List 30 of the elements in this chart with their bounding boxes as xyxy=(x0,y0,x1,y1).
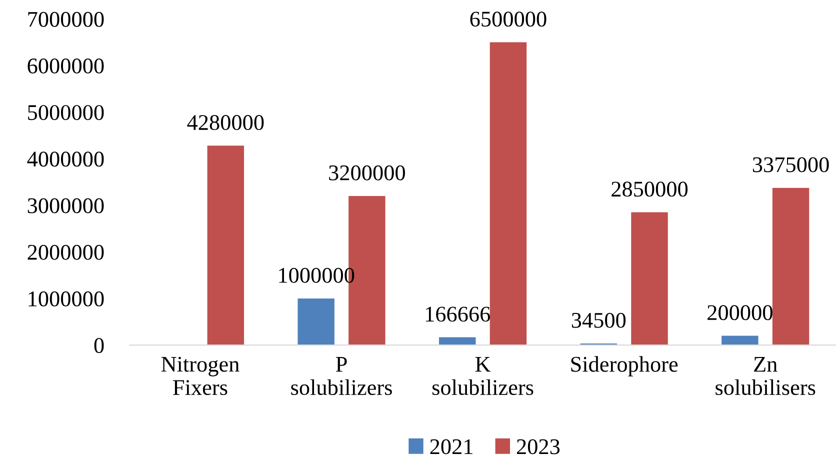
data-label: 200000 xyxy=(708,305,772,320)
legend-label: 2021 xyxy=(430,439,472,454)
y-tick-label: 4000000 xyxy=(27,152,104,167)
y-tick-label: 6000000 xyxy=(28,58,104,74)
bar xyxy=(298,298,334,346)
data-label: 166666 xyxy=(426,306,490,322)
y-tick-label: 5000000 xyxy=(28,105,104,120)
bar xyxy=(490,42,527,346)
bar xyxy=(772,188,810,346)
data-label: 3375000 xyxy=(752,157,829,172)
data-label: 4280000 xyxy=(187,115,264,130)
data-label: 6500000 xyxy=(470,12,546,27)
bar xyxy=(438,337,476,346)
y-tick-label: 3000000 xyxy=(28,198,104,214)
x-tick-label: Nitrogen Fixers xyxy=(161,356,240,396)
bar xyxy=(722,336,758,346)
y-tick-label: 2000000 xyxy=(28,244,104,260)
x-tick-label: Zn solubilisers xyxy=(716,357,816,396)
x-tick-label: P solubilizers xyxy=(291,357,392,396)
x-tick-label: Siderophore xyxy=(571,356,678,376)
data-label: 34500 xyxy=(572,312,626,328)
legend-label: 2023 xyxy=(516,439,560,454)
y-tick-label: 7000000 xyxy=(28,12,104,27)
bar xyxy=(207,146,244,346)
x-tick-label: K solubilizers xyxy=(432,357,534,396)
data-label: 3200000 xyxy=(329,165,405,180)
bar xyxy=(631,212,668,346)
y-tick-label: 1000000 xyxy=(28,291,104,306)
data-label: 2850000 xyxy=(612,182,688,197)
y-tick-label: 0 xyxy=(94,338,104,353)
